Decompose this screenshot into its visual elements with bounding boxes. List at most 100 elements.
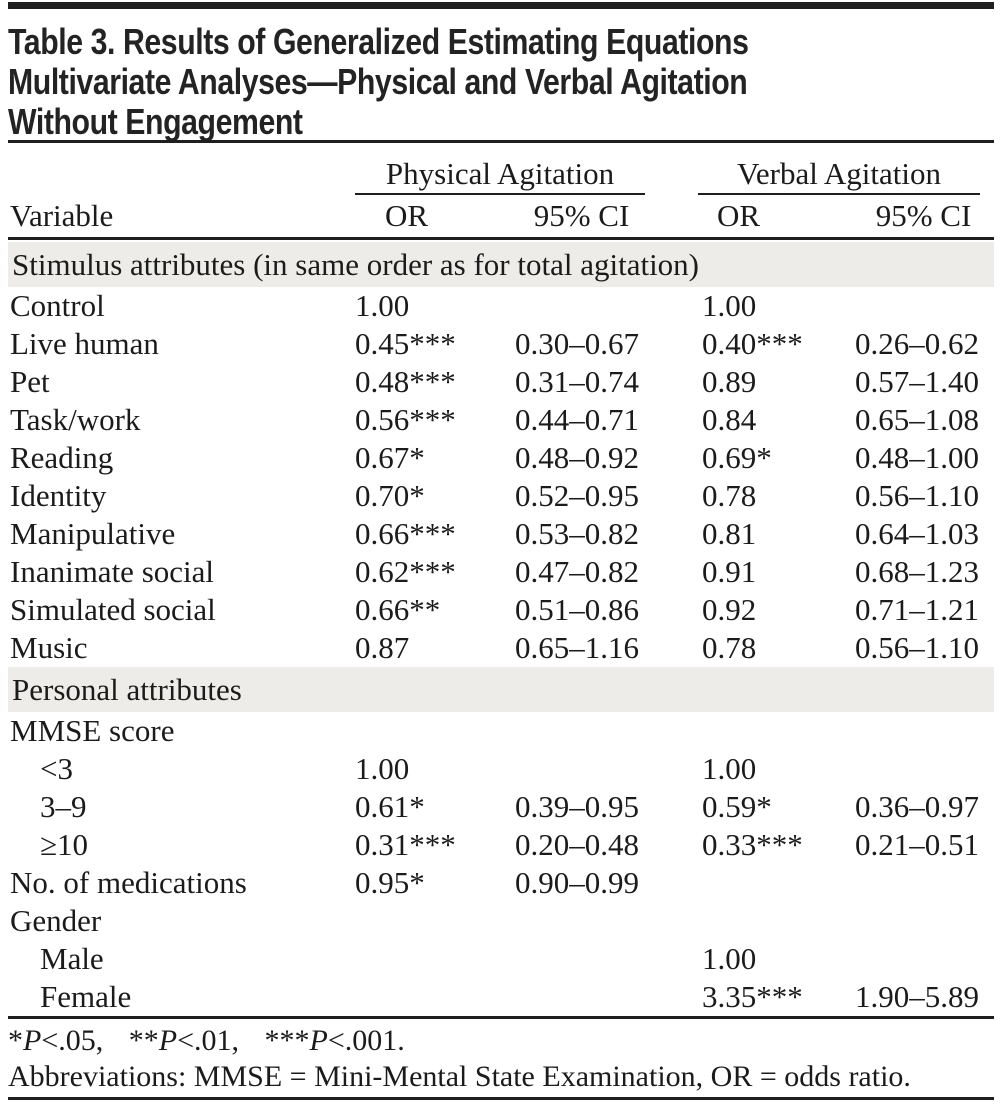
verbal-ci-value: 0.71–1.21 bbox=[855, 592, 979, 627]
table-row-manipulative: Manipulative 0.66*** 0.53–0.82 0.81 0.64… bbox=[8, 515, 994, 553]
row-label: No. of medications bbox=[10, 865, 247, 900]
verbal-ci-value: 0.65–1.08 bbox=[855, 402, 979, 437]
significance-note: *P<.05, **P<.01, ***P<.001. bbox=[8, 1023, 994, 1059]
verbal-or-value: 1.00 bbox=[702, 288, 757, 323]
table-row-inanimate-social: Inanimate social 0.62*** 0.47–0.82 0.91 … bbox=[8, 553, 994, 591]
significance-level-1: *P<.05, bbox=[8, 1024, 104, 1057]
header-rule bbox=[8, 237, 994, 240]
verbal-ci-value: 0.64–1.03 bbox=[855, 516, 979, 551]
verbal-ci-value: 0.56–1.10 bbox=[855, 630, 979, 665]
table-title-line-2: Multivariate Analyses—Physical and Verba… bbox=[8, 61, 748, 102]
table-row-simulated-social: Simulated social 0.66** 0.51–0.86 0.92 0… bbox=[8, 591, 994, 629]
group-header-physical-agitation: Physical Agitation bbox=[385, 156, 615, 191]
abbreviations-note: Abbreviations: MMSE = Mini-Mental State … bbox=[8, 1060, 911, 1093]
row-label: Task/work bbox=[10, 402, 141, 437]
table-row-reading: Reading 0.67* 0.48–0.92 0.69* 0.48–1.00 bbox=[8, 439, 994, 477]
physical-or-value: 0.61* bbox=[355, 789, 425, 824]
physical-ci-value: 0.47–0.82 bbox=[515, 554, 639, 589]
table-row-music: Music 0.87 0.65–1.16 0.78 0.56–1.10 bbox=[8, 629, 994, 667]
footnotes: *P<.05, **P<.01, ***P<.001. Abbreviation… bbox=[8, 1023, 994, 1095]
physical-ci-value: 0.52–0.95 bbox=[515, 478, 639, 513]
table-row-gender: Gender bbox=[8, 902, 994, 940]
physical-ci-value: 0.90–0.99 bbox=[515, 865, 639, 900]
group-header-verbal-agitation: Verbal Agitation bbox=[736, 156, 942, 191]
verbal-ci-value: 0.68–1.23 bbox=[855, 554, 979, 589]
verbal-or-value: 3.35*** bbox=[702, 979, 803, 1014]
verbal-or-value: 0.33*** bbox=[702, 827, 803, 862]
table-row-mmse-3-9: 3–9 0.61* 0.39–0.95 0.59* 0.36–0.97 bbox=[8, 788, 994, 826]
row-label: Music bbox=[10, 630, 88, 665]
verbal-or-value: 0.91 bbox=[702, 554, 757, 589]
physical-ci-value: 0.48–0.92 bbox=[515, 440, 639, 475]
table-row-pet: Pet 0.48*** 0.31–0.74 0.89 0.57–1.40 bbox=[8, 363, 994, 401]
col-header-variable: Variable bbox=[10, 198, 114, 233]
row-label: Gender bbox=[10, 903, 102, 938]
col-header-or-physical: OR bbox=[385, 198, 429, 233]
verbal-or-value: 0.89 bbox=[702, 364, 757, 399]
physical-ci-value: 0.65–1.16 bbox=[515, 630, 639, 665]
physical-ci-value: 0.44–0.71 bbox=[515, 402, 639, 437]
verbal-ci-value: 0.21–0.51 bbox=[855, 827, 979, 862]
physical-or-value: 0.66** bbox=[355, 592, 441, 627]
row-label: Female bbox=[40, 979, 132, 1014]
row-label: Manipulative bbox=[10, 516, 176, 551]
row-label: Control bbox=[10, 288, 105, 323]
table-row-female: Female 3.35*** 1.90–5.89 bbox=[8, 978, 994, 1016]
physical-or-value: 0.66*** bbox=[355, 516, 456, 551]
table-title-line-1: Table 3. Results of Generalized Estimati… bbox=[8, 21, 749, 62]
row-label: Identity bbox=[10, 478, 107, 513]
row-label: <3 bbox=[40, 751, 73, 786]
physical-or-value: 0.87 bbox=[355, 630, 410, 665]
row-label: 3–9 bbox=[40, 789, 87, 824]
row-label: Reading bbox=[10, 440, 114, 475]
physical-ci-value: 0.53–0.82 bbox=[515, 516, 639, 551]
physical-ci-value: 0.31–0.74 bbox=[515, 364, 639, 399]
verbal-ci-value: 0.57–1.40 bbox=[855, 364, 979, 399]
physical-or-value: 0.95* bbox=[355, 865, 425, 900]
table-row-male: Male 1.00 bbox=[8, 940, 994, 978]
title-rule bbox=[8, 140, 994, 143]
row-label: Simulated social bbox=[10, 592, 216, 627]
row-label: Male bbox=[40, 941, 104, 976]
bottom-rule bbox=[8, 1097, 994, 1100]
verbal-or-value: 0.81 bbox=[702, 516, 757, 551]
significance-level-3: ***P<.001. bbox=[264, 1024, 405, 1057]
table-row-live-human: Live human 0.45*** 0.30–0.67 0.40*** 0.2… bbox=[8, 325, 994, 363]
spanner-rule-physical bbox=[355, 193, 645, 195]
row-label: Inanimate social bbox=[10, 554, 214, 589]
row-label: Pet bbox=[10, 364, 50, 399]
physical-ci-value: 0.51–0.86 bbox=[515, 592, 639, 627]
verbal-or-value: 1.00 bbox=[702, 941, 757, 976]
col-header-ci-verbal: 95% CI bbox=[875, 198, 972, 233]
section-row-personal-attributes: Personal attributes bbox=[8, 667, 994, 712]
verbal-or-value: 0.84 bbox=[702, 402, 757, 437]
row-label: ≥10 bbox=[40, 827, 89, 862]
verbal-or-value: 0.59* bbox=[702, 789, 772, 824]
table-row-no-of-medications: No. of medications 0.95* 0.90–0.99 bbox=[8, 864, 994, 902]
section-row-stimulus-attributes: Stimulus attributes (in same order as fo… bbox=[8, 242, 994, 287]
verbal-or-value: 0.69* bbox=[702, 440, 772, 475]
verbal-ci-value: 0.48–1.00 bbox=[855, 440, 979, 475]
table-body: Stimulus attributes (in same order as fo… bbox=[8, 242, 994, 1016]
col-header-ci-physical: 95% CI bbox=[533, 198, 630, 233]
top-rule bbox=[8, 2, 994, 9]
physical-or-value: 0.48*** bbox=[355, 364, 456, 399]
table-row-mmse-lt3: <3 1.00 1.00 bbox=[8, 750, 994, 788]
physical-or-value: 0.45*** bbox=[355, 326, 456, 361]
physical-or-value: 1.00 bbox=[355, 751, 410, 786]
physical-ci-value: 0.39–0.95 bbox=[515, 789, 639, 824]
table-row-identity: Identity 0.70* 0.52–0.95 0.78 0.56–1.10 bbox=[8, 477, 994, 515]
verbal-or-value: 1.00 bbox=[702, 751, 757, 786]
section-label: Stimulus attributes (in same order as fo… bbox=[12, 246, 700, 282]
section-label: Personal attributes bbox=[12, 671, 242, 707]
row-label: MMSE score bbox=[10, 713, 175, 748]
table-row-task-work: Task/work 0.56*** 0.44–0.71 0.84 0.65–1.… bbox=[8, 401, 994, 439]
verbal-ci-value: 0.56–1.10 bbox=[855, 478, 979, 513]
verbal-ci-value: 1.90–5.89 bbox=[855, 979, 979, 1014]
physical-or-value: 1.00 bbox=[355, 288, 410, 323]
verbal-or-value: 0.78 bbox=[702, 630, 757, 665]
verbal-or-value: 0.92 bbox=[702, 592, 757, 627]
table-row-control: Control 1.00 1.00 bbox=[8, 287, 994, 325]
physical-ci-value: 0.30–0.67 bbox=[515, 326, 639, 361]
